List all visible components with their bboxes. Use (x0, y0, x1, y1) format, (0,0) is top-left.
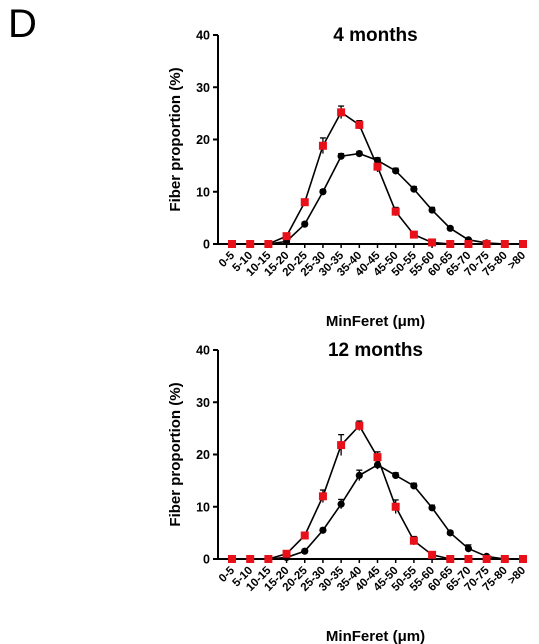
y-axis-label: Fiber proportion (%) (167, 382, 184, 526)
data-point (319, 188, 327, 196)
data-point (300, 198, 309, 207)
data-point (246, 240, 255, 248)
series-red-squares (228, 420, 527, 563)
series-line (232, 111, 523, 245)
y-tick-label: 10 (196, 500, 210, 514)
data-point (337, 152, 345, 160)
data-point (319, 526, 327, 534)
data-point (318, 492, 327, 501)
data-point (355, 120, 364, 129)
data-point (410, 185, 418, 193)
chart-title: 12 months (328, 340, 423, 361)
series-red-squares (228, 105, 527, 248)
data-point (264, 555, 273, 563)
data-point (446, 555, 455, 563)
y-axis-label: Fiber proportion (%) (167, 67, 184, 211)
data-point (392, 471, 400, 479)
data-point (446, 240, 455, 248)
data-point (428, 550, 437, 559)
data-point (282, 549, 291, 558)
data-point (228, 240, 236, 248)
data-point (392, 167, 400, 175)
y-tick-label: 40 (196, 344, 210, 358)
data-point (446, 529, 454, 537)
series-line (232, 424, 523, 560)
data-point (373, 453, 382, 462)
data-point (500, 240, 509, 248)
data-point (428, 206, 436, 214)
data-point (519, 240, 527, 248)
panel-letter: D (8, 2, 37, 46)
data-point (337, 441, 346, 450)
x-axis-label: MinFeret (μm) (326, 313, 425, 330)
y-tick-label: 30 (196, 81, 210, 95)
chart-4-months: 4 months0102030400-55-1010-1515-2020-252… (167, 25, 528, 330)
series-black-circles (228, 460, 527, 563)
data-point (301, 220, 309, 228)
y-tick-label: 40 (196, 29, 210, 43)
data-point (355, 421, 364, 430)
y-tick-label: 0 (203, 238, 210, 252)
data-point (300, 531, 309, 540)
data-point (391, 207, 400, 216)
data-point (246, 555, 255, 563)
data-point (464, 555, 473, 563)
y-tick-label: 0 (203, 553, 210, 567)
chart-title: 4 months (333, 25, 417, 46)
data-point (482, 555, 491, 563)
data-point (428, 238, 437, 247)
y-tick-label: 10 (196, 185, 210, 199)
data-point (355, 150, 363, 158)
y-tick-label: 20 (196, 448, 210, 462)
data-point (409, 536, 418, 545)
chart-12-months: 12 months0102030400-55-1010-1515-2020-25… (167, 340, 528, 644)
data-point (318, 141, 327, 150)
data-point (464, 240, 473, 248)
data-point (519, 555, 527, 563)
data-point (337, 500, 345, 508)
data-point (464, 544, 473, 553)
data-point (228, 555, 236, 563)
data-point (355, 471, 363, 479)
x-tick-label-80: >80 (506, 250, 528, 272)
x-axis-label: MinFeret (μm) (326, 628, 425, 644)
data-point (391, 502, 400, 511)
data-point (264, 240, 273, 248)
data-point (500, 555, 509, 563)
data-point (446, 224, 454, 232)
data-point (428, 504, 436, 512)
data-point (482, 240, 491, 248)
data-point (373, 162, 382, 171)
y-tick-label: 30 (196, 396, 210, 410)
y-tick-label: 20 (196, 133, 210, 147)
series-line (232, 464, 523, 560)
data-point (410, 482, 418, 490)
data-point (337, 108, 346, 117)
x-tick-label-80: >80 (506, 565, 528, 587)
data-point (301, 547, 309, 555)
data-point (409, 230, 418, 239)
data-point (282, 232, 291, 241)
